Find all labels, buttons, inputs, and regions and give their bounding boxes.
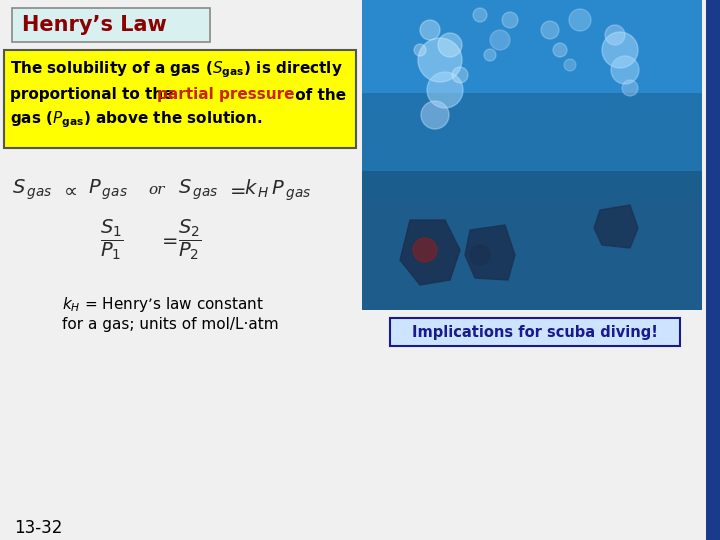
FancyBboxPatch shape — [4, 50, 356, 148]
Circle shape — [418, 38, 462, 82]
Circle shape — [602, 32, 638, 68]
Text: $\dfrac{S_1}{P_1}$: $\dfrac{S_1}{P_1}$ — [100, 218, 124, 262]
Text: $\propto$: $\propto$ — [60, 181, 78, 199]
Circle shape — [502, 12, 518, 28]
Circle shape — [622, 80, 638, 96]
Circle shape — [611, 56, 639, 84]
Circle shape — [470, 245, 490, 265]
Circle shape — [569, 9, 591, 31]
Text: partial pressure: partial pressure — [157, 87, 294, 103]
Text: for a gas; units of mol/L·atm: for a gas; units of mol/L·atm — [62, 318, 279, 333]
Circle shape — [490, 30, 510, 50]
FancyBboxPatch shape — [12, 8, 210, 42]
Circle shape — [420, 20, 440, 40]
FancyBboxPatch shape — [362, 171, 702, 310]
Circle shape — [427, 72, 463, 108]
Circle shape — [564, 59, 576, 71]
Circle shape — [413, 238, 437, 262]
Polygon shape — [594, 205, 638, 248]
Text: of the: of the — [290, 87, 346, 103]
Circle shape — [421, 101, 449, 129]
Circle shape — [605, 25, 625, 45]
Circle shape — [438, 33, 462, 57]
FancyBboxPatch shape — [390, 318, 680, 346]
Circle shape — [473, 8, 487, 22]
Text: $\dfrac{S_2}{P_2}$: $\dfrac{S_2}{P_2}$ — [178, 218, 202, 262]
FancyBboxPatch shape — [362, 93, 702, 201]
Text: 13-32: 13-32 — [14, 519, 63, 537]
Text: $=$: $=$ — [158, 231, 178, 249]
Text: The solubility of a gas ($S_{\mathregular{gas}}$) is directly: The solubility of a gas ($S_{\mathregula… — [10, 60, 343, 80]
Text: gas ($P_{\mathregular{gas}}$) above the solution.: gas ($P_{\mathregular{gas}}$) above the … — [10, 110, 262, 130]
Text: $=$: $=$ — [226, 181, 246, 199]
Polygon shape — [465, 225, 515, 280]
Circle shape — [484, 49, 496, 61]
Text: proportional to the: proportional to the — [10, 87, 179, 103]
Text: $S_{\,gas}$: $S_{\,gas}$ — [12, 178, 53, 202]
Text: or: or — [148, 183, 164, 197]
Circle shape — [414, 44, 426, 56]
FancyBboxPatch shape — [706, 0, 720, 540]
Text: $k_{\,H}\,P_{\,gas}$: $k_{\,H}\,P_{\,gas}$ — [244, 177, 311, 202]
Circle shape — [541, 21, 559, 39]
Text: $k_H$ = Henry’s law constant: $k_H$ = Henry’s law constant — [62, 295, 264, 314]
FancyBboxPatch shape — [362, 0, 702, 310]
Text: $P_{\,gas}$: $P_{\,gas}$ — [88, 178, 128, 202]
Circle shape — [452, 67, 468, 83]
Circle shape — [553, 43, 567, 57]
Text: Implications for scuba diving!: Implications for scuba diving! — [412, 325, 658, 340]
Polygon shape — [400, 220, 460, 285]
Text: Henry’s Law: Henry’s Law — [22, 15, 167, 35]
Text: $S_{\,gas}$: $S_{\,gas}$ — [178, 178, 218, 202]
